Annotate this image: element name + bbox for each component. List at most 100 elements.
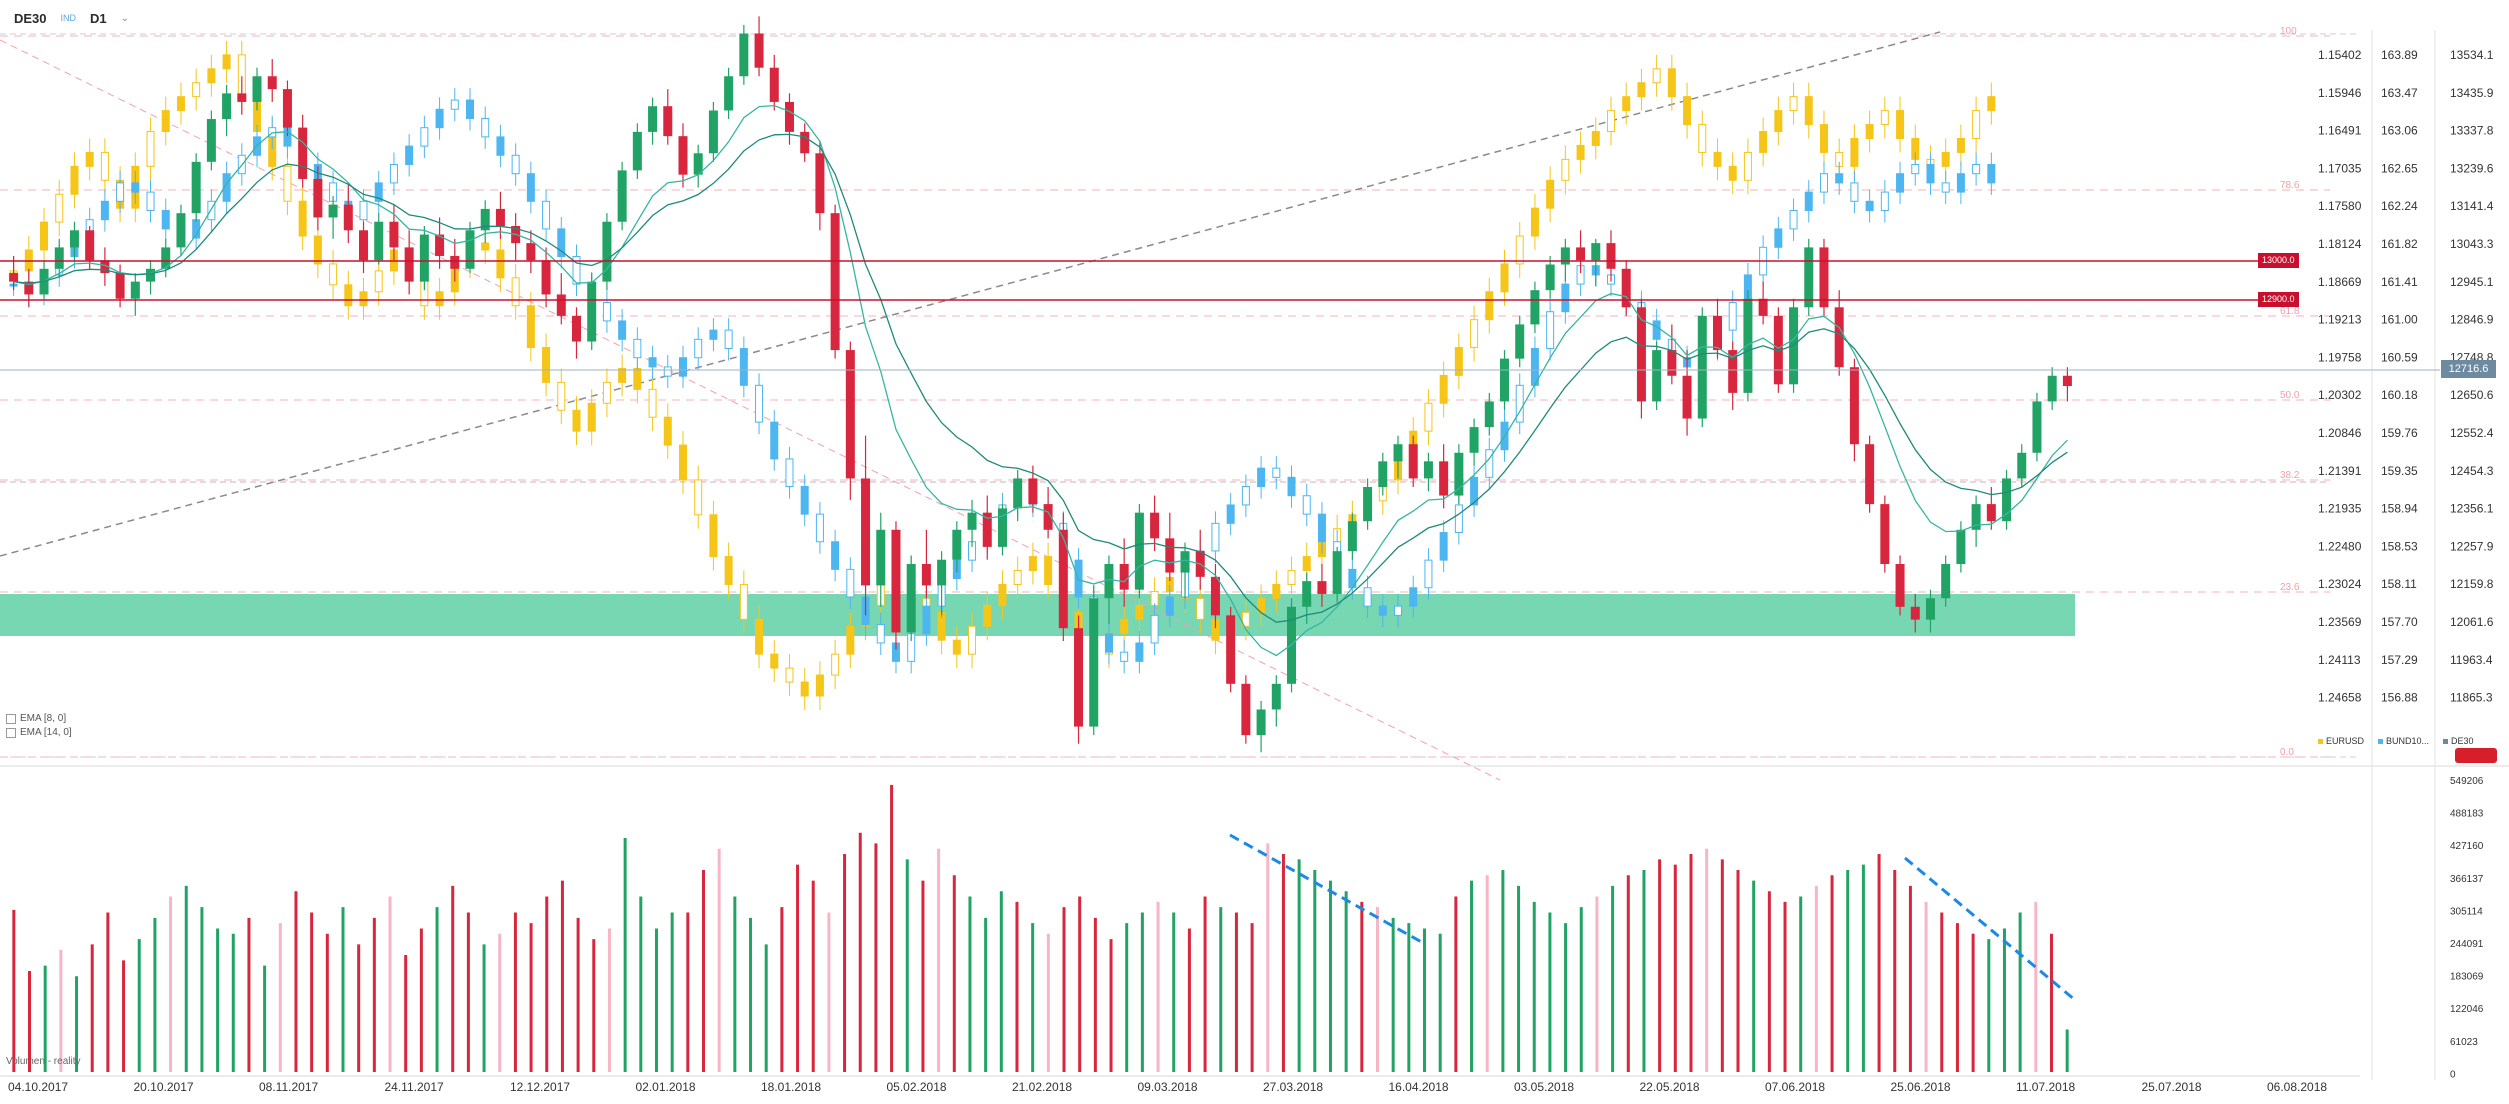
timeframe-selector[interactable]: D1 [90,10,107,26]
de30-candle [495,208,505,227]
bund-candle [831,541,840,570]
eurusd-candle [222,54,231,70]
eurusd-candle [283,165,292,202]
de30-candle [1074,628,1084,727]
de30-candle [480,208,490,231]
eurusd-candle [1424,402,1433,432]
eurusd-candle [1135,604,1144,620]
bund-candle [1728,302,1737,331]
legend-eurusd[interactable]: EURUSD [2318,736,2364,746]
de30-candle [1089,598,1099,727]
de30-candle [891,529,901,633]
eurusd-candle [1576,144,1585,160]
de30-candle [1986,504,1996,522]
symbol-selector[interactable]: DE30 [14,10,47,26]
de30-candle [997,508,1007,547]
bund-candle [1896,173,1905,193]
de30-tick: 12945.1 [2450,275,2494,289]
volume-bars [12,784,2076,1072]
bund-candle [1835,173,1844,184]
de30-candle [1469,427,1479,453]
de30-candle [1484,401,1494,428]
de30-tick: 11963.4 [2450,653,2493,667]
level-tag-12900[interactable]: 12900.0 [2258,292,2299,307]
eurusd-candle [709,514,718,558]
volume-tick: 366137 [2450,874,2484,885]
settings-icon[interactable] [6,714,16,724]
ema14-legend[interactable]: EMA [14, 0] [6,726,72,740]
bund-candle [1439,532,1448,561]
volume-tick: 0 [2450,1069,2456,1080]
de30-candle [663,106,673,137]
level-tag-13000[interactable]: 13000.0 [2258,253,2299,268]
bund-candle [542,200,551,230]
bund-candle [694,338,703,359]
de30-candle [2017,452,2027,479]
de30-candle [54,247,64,269]
volume-trendline-2 [1904,856,2076,1002]
date-tick-label: 08.11.2017 [259,1080,319,1094]
eurusd-candle [1622,96,1631,112]
date-tick-label: 27.03.2018 [1263,1080,1324,1094]
eurusd-candle [207,68,216,84]
de30-tick: 13239.6 [2450,161,2494,175]
de30-candle [1743,298,1753,393]
eurusd-candle [1302,556,1311,572]
bund-tick: 160.18 [2381,388,2418,402]
de30-candle [1210,576,1220,616]
eurusd-candle [1941,151,1950,167]
bund-candle [1287,476,1296,497]
eurusd-candle [511,277,520,307]
de30-candle [1941,564,1951,599]
bund-candle [1470,476,1479,506]
date-tick-label: 06.08.2018 [2267,1080,2328,1094]
bund-candle [496,136,505,156]
rising-trendline [0,31,1941,557]
de30-candle [1500,358,1510,402]
ema8-legend[interactable]: EMA [8, 0] [6,712,72,726]
de30-candle [952,529,962,560]
volume-tick: 488183 [2450,809,2484,820]
eurusd-candle [1713,151,1722,167]
bund-candle [207,200,216,221]
eurusd-candle [1500,263,1509,293]
bund-candle [420,127,429,147]
bund-candle [724,329,733,350]
chevron-down-icon[interactable]: ⌄ [120,12,130,24]
legend-bund[interactable]: BUND10... [2378,736,2429,746]
volume-legend[interactable]: Volumen - reality [6,1056,81,1067]
date-tick-label: 21.02.2018 [1012,1080,1073,1094]
date-tick-label: 18.01.2018 [761,1080,822,1094]
bund-candle [389,163,398,184]
bund-tick: 159.76 [2381,426,2418,440]
bund-tick: 163.06 [2381,124,2418,138]
eurusd-candle [1272,583,1281,599]
de30-tick: 13043.3 [2450,237,2494,251]
date-tick-label: 25.06.2018 [1890,1080,1951,1094]
bund-candle [1257,467,1266,488]
settings-icon[interactable] [6,728,16,738]
eurusd-candle [1606,110,1615,133]
de30-candle [1013,478,1023,509]
bund-candle [1789,209,1798,230]
bund-candle [1941,182,1950,193]
price-axes: 1.15402 1.15946 1.16491 1.17035 1.17580 1.181… [2318,48,2494,1080]
bund-candle [161,209,170,230]
de30-candle [693,153,703,175]
bund-candle [648,357,657,368]
legend-de30[interactable]: DE30 [2443,736,2474,746]
de30-candle [359,230,369,261]
bund-candle [526,173,535,202]
eurusd-candle [1865,124,1874,139]
eurusd-candle [587,402,596,432]
bund-candle [222,173,231,202]
eurusd-candle [1013,570,1022,585]
de30-candle [921,564,931,586]
de30-candle [937,559,947,586]
volume-tick: 122046 [2450,1004,2484,1015]
date-tick-label: 25.07.2018 [2141,1080,2202,1094]
eurusd-tick: 1.15402 [2318,48,2362,62]
eurusd-candle [1759,131,1768,153]
de30-candle [1454,452,1464,496]
